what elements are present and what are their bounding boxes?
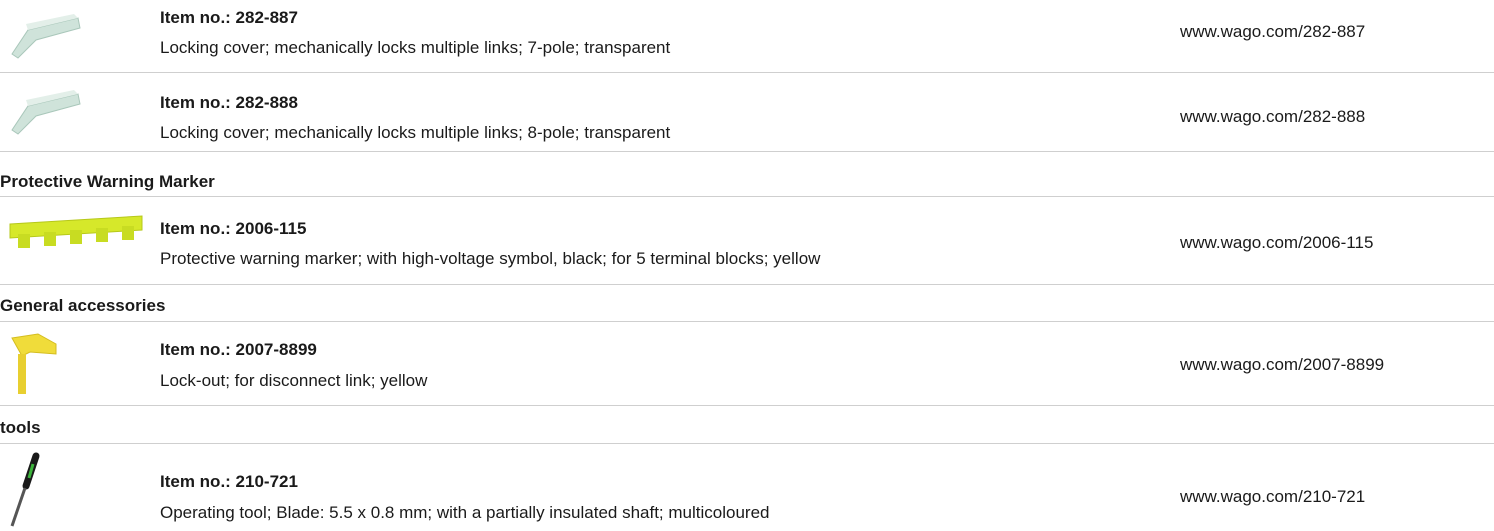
- product-image: [11, 90, 81, 135]
- item-link[interactable]: www.wago.com/2007-8899: [1180, 355, 1385, 374]
- item-link[interactable]: www.wago.com/282-887: [1180, 22, 1366, 41]
- item-number: Item no.: 210-721: [160, 472, 298, 491]
- item-description: Protective warning marker; with high-vol…: [160, 249, 821, 268]
- item-link[interactable]: www.wago.com/2006-115: [1180, 233, 1374, 252]
- item-description: Locking cover; mechanically locks multip…: [160, 123, 671, 142]
- separator: [0, 196, 1494, 197]
- section-heading: Protective Warning Marker: [0, 172, 215, 191]
- product-image: [9, 215, 143, 248]
- item-description: Operating tool; Blade: 5.5 x 0.8 mm; wit…: [160, 503, 770, 522]
- section-heading: tools: [0, 418, 41, 437]
- item-number: Item no.: 2006-115: [160, 219, 307, 238]
- item-link[interactable]: www.wago.com/210-721: [1180, 487, 1366, 506]
- separator: [0, 72, 1494, 73]
- separator: [0, 443, 1494, 444]
- item-number: Item no.: 2007-8899: [160, 340, 317, 359]
- product-image: [11, 333, 57, 394]
- item-description: Locking cover; mechanically locks multip…: [160, 38, 671, 57]
- separator: [0, 284, 1494, 285]
- separator: [0, 151, 1494, 152]
- item-description: Lock-out; for disconnect link; yellow: [160, 371, 428, 390]
- section-heading: General accessories: [0, 296, 166, 315]
- product-image: [10, 452, 40, 527]
- separator: [0, 321, 1494, 322]
- separator: [0, 405, 1494, 406]
- item-link[interactable]: www.wago.com/282-888: [1180, 107, 1366, 126]
- item-number: Item no.: 282-888: [160, 93, 298, 112]
- product-image: [11, 14, 81, 59]
- item-number: Item no.: 282-887: [160, 8, 298, 27]
